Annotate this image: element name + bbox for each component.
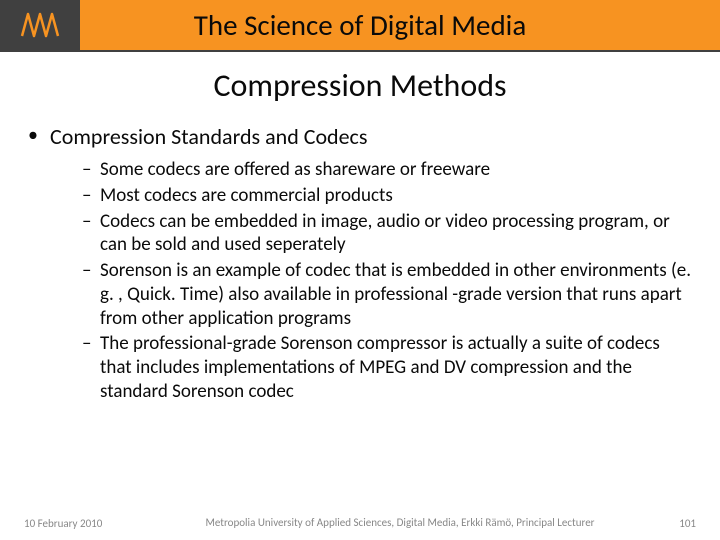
logo-area	[0, 0, 80, 50]
bullet-list: Some codecs are offered as shareware or …	[28, 158, 692, 404]
list-item: Some codecs are offered as shareware or …	[82, 158, 692, 182]
list-item: The professional-grade Sorenson compress…	[82, 332, 692, 403]
footer-page-number: 101	[636, 517, 696, 530]
footer-attribution: Metropolia University of Applied Science…	[164, 516, 636, 530]
header-title: The Science of Digital Media	[80, 7, 720, 43]
footer: 10 February 2010 Metropolia University o…	[0, 516, 720, 530]
list-item: Codecs can be embedded in image, audio o…	[82, 210, 692, 258]
level1-heading: Compression Standards and Codecs	[28, 123, 692, 150]
content-area: Compression Standards and Codecs Some co…	[0, 123, 720, 404]
footer-date: 10 February 2010	[24, 517, 164, 530]
metropolia-logo-icon	[20, 10, 60, 40]
header-band: The Science of Digital Media	[0, 0, 720, 52]
slide-subtitle: Compression Methods	[0, 66, 720, 105]
list-item: Most codecs are commercial products	[82, 184, 692, 208]
list-item: Sorenson is an example of codec that is …	[82, 259, 692, 330]
